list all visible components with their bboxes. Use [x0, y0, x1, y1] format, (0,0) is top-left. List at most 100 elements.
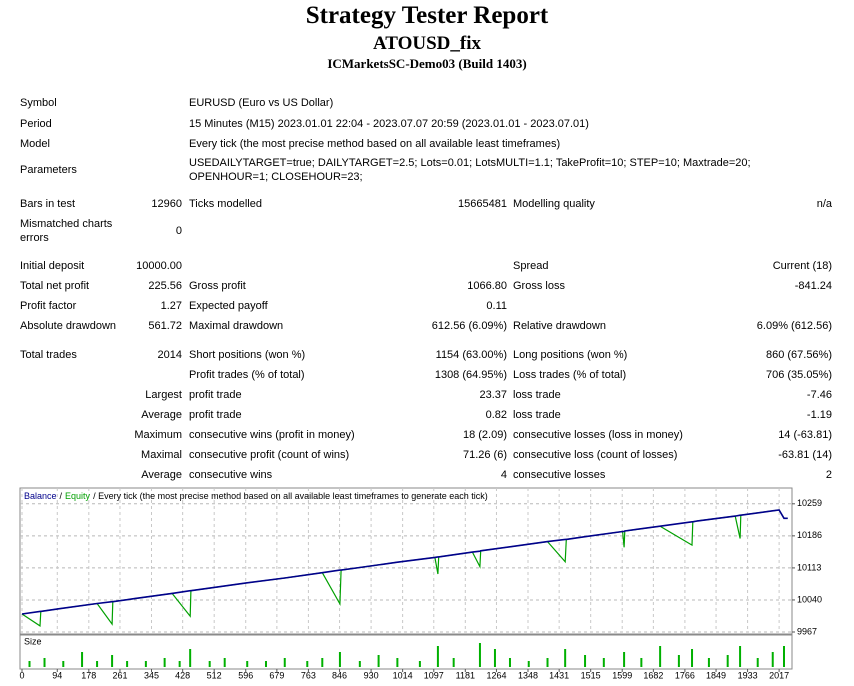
value: 14 (-63.81): [778, 429, 832, 441]
value: -1.19: [806, 409, 832, 421]
legend-entry: Balance: [24, 491, 57, 501]
size-bar: [358, 661, 361, 667]
size-bar: [527, 661, 530, 667]
report-subtitle: ATOUSD_fix: [372, 33, 482, 54]
row-label: Bars in test: [20, 198, 76, 210]
size-bar: [436, 646, 439, 667]
value: Maximum: [134, 429, 182, 441]
row-label: loss trade: [513, 389, 561, 401]
row-label: consecutive profit (count of wins): [189, 449, 350, 461]
size-bar: [546, 658, 549, 667]
value: Average: [141, 409, 182, 421]
legend-separator: /: [60, 491, 63, 501]
info-value: Every tick (the most precise method base…: [189, 138, 561, 150]
size-bar: [771, 652, 774, 667]
row-label: Gross profit: [189, 280, 246, 292]
legend-entry: Equity: [65, 491, 91, 501]
value: 1154 (63.00%): [435, 349, 507, 361]
row-label: Ticks modelled: [189, 198, 262, 210]
value: 612.56 (6.09%): [431, 320, 507, 332]
value: -841.24: [794, 280, 832, 292]
size-bar: [452, 658, 455, 667]
size-bar: [418, 661, 421, 667]
info-value: USEDAILYTARGET=true; DAILYTARGET=2.5; Lo…: [189, 157, 751, 183]
value: Average: [141, 469, 182, 481]
size-bar: [96, 661, 99, 667]
size-bar: [189, 649, 192, 667]
value: 71.26 (6): [462, 449, 507, 461]
size-bar: [208, 661, 211, 667]
size-frame: [19, 634, 793, 670]
size-bar: [707, 658, 710, 667]
x-tick-label: 1849: [706, 670, 726, 680]
x-tick-label: 94: [52, 670, 62, 680]
row-label: Spread: [513, 260, 549, 272]
info-value: EURUSD (Euro vs US Dollar): [189, 97, 334, 109]
legend: Balance / Equity / Every tick (the most pre…: [24, 491, 488, 501]
value: -63.81 (14): [778, 449, 832, 461]
size-bar: [677, 655, 680, 667]
size-bar: [111, 655, 114, 667]
x-tick-label: 930: [364, 670, 379, 680]
row-label: Relative drawdown: [513, 320, 606, 332]
size-bar: [584, 655, 587, 667]
info-label: Period: [20, 118, 52, 130]
size-bar: [493, 649, 496, 667]
row-label: Profit trades (% of total): [189, 369, 305, 381]
y-tick-label: 10186: [797, 530, 822, 540]
value: 1066.80: [467, 280, 507, 292]
x-tick-label: 846: [332, 670, 347, 680]
row-label: profit trade: [189, 409, 242, 421]
x-tick-label: 1264: [486, 670, 506, 680]
report-title: Strategy Tester Report: [305, 2, 549, 29]
value: 225.56: [148, 280, 182, 292]
size-bar: [338, 652, 341, 667]
row-label: Total net profit: [20, 280, 90, 292]
size-bar: [478, 643, 481, 667]
row-label: Long positions (won %): [513, 349, 628, 361]
value: 0.82: [485, 409, 507, 421]
size-bar: [144, 661, 147, 667]
x-tick-label: 2017: [769, 670, 789, 680]
value: 2014: [157, 349, 182, 361]
value: 6.09% (612.56): [756, 320, 832, 332]
size-bar: [264, 661, 267, 667]
size-bar: [126, 661, 129, 667]
value: 1308 (64.95%): [434, 369, 507, 381]
row-label: Maximal drawdown: [189, 320, 284, 332]
value: Maximal: [141, 449, 182, 461]
size-bar: [62, 661, 65, 667]
size-bar: [640, 658, 643, 667]
size-bar: [178, 661, 181, 667]
x-tick-label: 1766: [675, 670, 695, 680]
value: 860 (67.56%): [765, 349, 832, 361]
value: 561.72: [148, 320, 182, 332]
row-label: consecutive wins (profit in money): [189, 429, 355, 441]
size-bar: [756, 658, 759, 667]
size-bar: [564, 649, 567, 667]
size-bar: [602, 658, 605, 667]
value: 15665481: [458, 198, 507, 210]
row-label: consecutive loss (count of losses): [513, 449, 678, 461]
size-bar: [321, 658, 324, 667]
series-line: [21, 509, 788, 615]
row-label: Expected payoff: [189, 300, 268, 312]
x-tick-label: 0: [19, 670, 24, 680]
row-label: Loss trades (% of total): [513, 369, 627, 381]
size-bar: [726, 655, 729, 667]
x-tick-label: 261: [112, 670, 127, 680]
x-tick-label: 428: [175, 670, 190, 680]
row-label: consecutive losses: [513, 469, 606, 481]
size-bar: [691, 649, 694, 667]
size-bar: [659, 646, 662, 667]
size-bar: [377, 655, 380, 667]
row-label: Modelling quality: [513, 198, 595, 210]
value: Largest: [145, 389, 182, 401]
x-tick-label: 1014: [393, 670, 413, 680]
y-tick-label: 9967: [797, 626, 817, 636]
info-label: Model: [20, 138, 50, 150]
value: 12960: [151, 198, 182, 210]
size-bar: [508, 658, 511, 667]
x-tick-label: 596: [238, 670, 253, 680]
